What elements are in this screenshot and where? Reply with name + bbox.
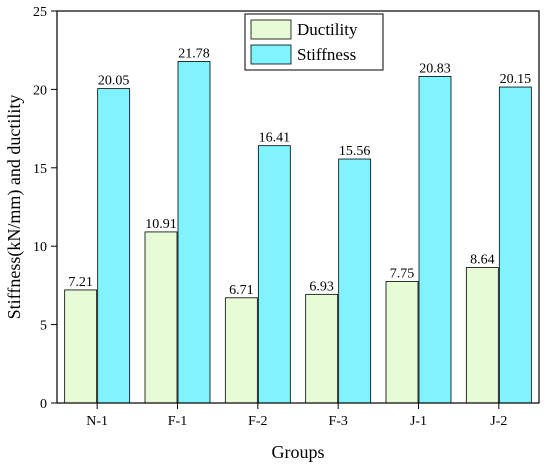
x-tick-label: F-3 <box>328 414 347 429</box>
y-tick-label: 25 <box>33 5 47 20</box>
value-label-stiffness-n-1: 20.05 <box>98 74 130 89</box>
bar-ductility-n-1 <box>64 289 98 404</box>
y-axis-ticks: 0 5 10 15 20 25 <box>33 5 57 412</box>
bar-stiffness-f-2 <box>257 145 291 404</box>
bar-stiffness-f-1 <box>177 61 211 404</box>
x-tick-label: F-2 <box>248 414 267 429</box>
value-label-stiffness-j-1: 20.83 <box>419 61 451 76</box>
x-axis-title: Groups <box>272 442 325 462</box>
bar-stiffness-f-3 <box>338 158 372 404</box>
legend-label-ductility: Ductility <box>297 20 358 39</box>
bar-ductility-f-2 <box>224 297 258 404</box>
bars-layer <box>64 61 532 404</box>
value-label-ductility-j-1: 7.75 <box>390 266 415 281</box>
legend-swatch-stiffness <box>250 44 292 65</box>
bar-stiffness-j-1 <box>418 75 452 404</box>
x-tick-label: J-1 <box>410 414 427 429</box>
value-label-stiffness-f-3: 15.56 <box>339 144 371 159</box>
y-axis-title: Stiffness(kN/mm) and ductility <box>4 95 25 320</box>
bar-stiffness-j-2 <box>498 86 532 404</box>
value-label-ductility-f-3: 6.93 <box>309 279 334 294</box>
y-tick-label: 20 <box>33 83 47 98</box>
plot-frame <box>56 10 540 404</box>
value-label-ductility-j-2: 8.64 <box>470 253 495 268</box>
value-label-ductility-f-2: 6.71 <box>229 283 254 298</box>
x-tick-label: F-1 <box>168 414 187 429</box>
bar-ductility-j-1 <box>385 281 419 404</box>
value-label-ductility-n-1: 7.21 <box>68 275 93 290</box>
x-tick-label: N-1 <box>86 414 108 429</box>
legend-label-stiffness: Stiffness <box>297 45 356 64</box>
value-label-stiffness-f-1: 21.78 <box>178 46 210 61</box>
value-label-stiffness-f-2: 16.41 <box>259 131 291 146</box>
value-label-ductility-f-1: 10.91 <box>145 217 177 232</box>
value-labels-layer: 7.21 20.05 10.91 21.78 6.71 16.41 6.93 15.56 7.7… <box>68 46 531 297</box>
bar-ductility-f-1 <box>144 231 178 404</box>
x-axis-ticks: N-1 F-1 F-2 F-3 J-1 J-2 <box>86 403 507 429</box>
bar-ductility-j-2 <box>465 267 499 404</box>
axes-layer <box>56 10 540 404</box>
y-tick-label: 0 <box>40 397 47 412</box>
y-tick-label: 5 <box>40 319 47 334</box>
legend: Ductility Stiffness <box>244 13 384 71</box>
x-tick-label: J-2 <box>490 414 507 429</box>
bar-stiffness-n-1 <box>97 88 131 404</box>
y-tick-label: 10 <box>33 240 47 255</box>
legend-swatch-ductility <box>250 19 292 40</box>
value-label-stiffness-j-2: 20.15 <box>500 72 532 87</box>
bar-ductility-f-3 <box>305 293 339 404</box>
y-tick-label: 15 <box>33 162 47 177</box>
